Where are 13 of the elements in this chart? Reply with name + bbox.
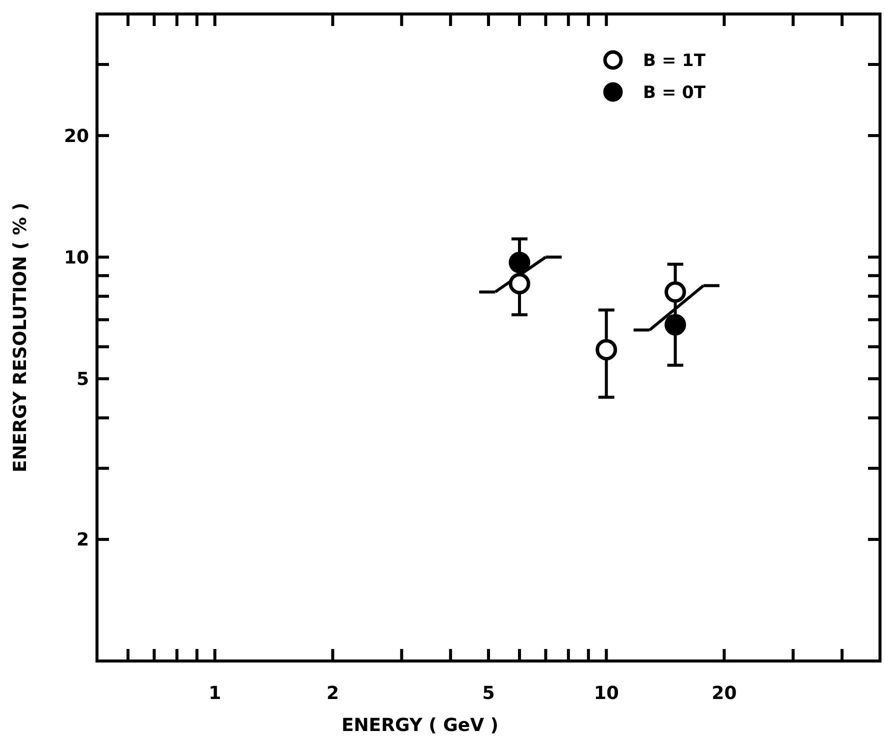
legend-label: B = 1T [643, 50, 706, 71]
x-tick-label: 1 [208, 683, 222, 704]
x-axis-title: ENERGY ( GeV ) [341, 715, 499, 736]
x-tick-label: 5 [482, 683, 495, 704]
y-tick-label: 5 [76, 369, 89, 390]
x-tick-label: 10 [594, 683, 619, 704]
y-tick-label: 2 [76, 530, 89, 551]
x-tick-label: 2 [326, 683, 339, 704]
legend-label: B = 0T [643, 82, 706, 103]
y-axis-title: ENERGY RESOLUTION ( % ) [10, 202, 31, 472]
y-tick-label: 10 [64, 247, 89, 268]
y-tick-label: 20 [64, 126, 89, 147]
x-tick-label: 20 [712, 683, 737, 704]
